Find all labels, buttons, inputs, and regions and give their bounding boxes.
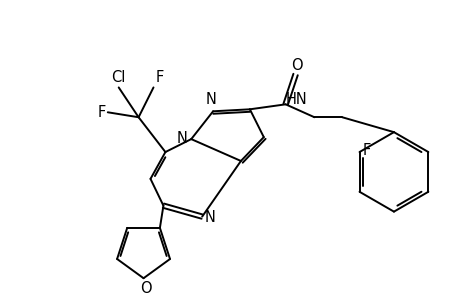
Text: Cl: Cl: [111, 70, 126, 86]
Text: N: N: [176, 130, 187, 146]
Text: N: N: [204, 210, 214, 225]
Text: HN: HN: [285, 92, 306, 107]
Text: N: N: [205, 92, 216, 107]
Text: F: F: [155, 70, 163, 86]
Text: O: O: [290, 58, 302, 73]
Text: O: O: [140, 281, 151, 296]
Text: F: F: [362, 142, 370, 158]
Text: F: F: [97, 105, 106, 120]
